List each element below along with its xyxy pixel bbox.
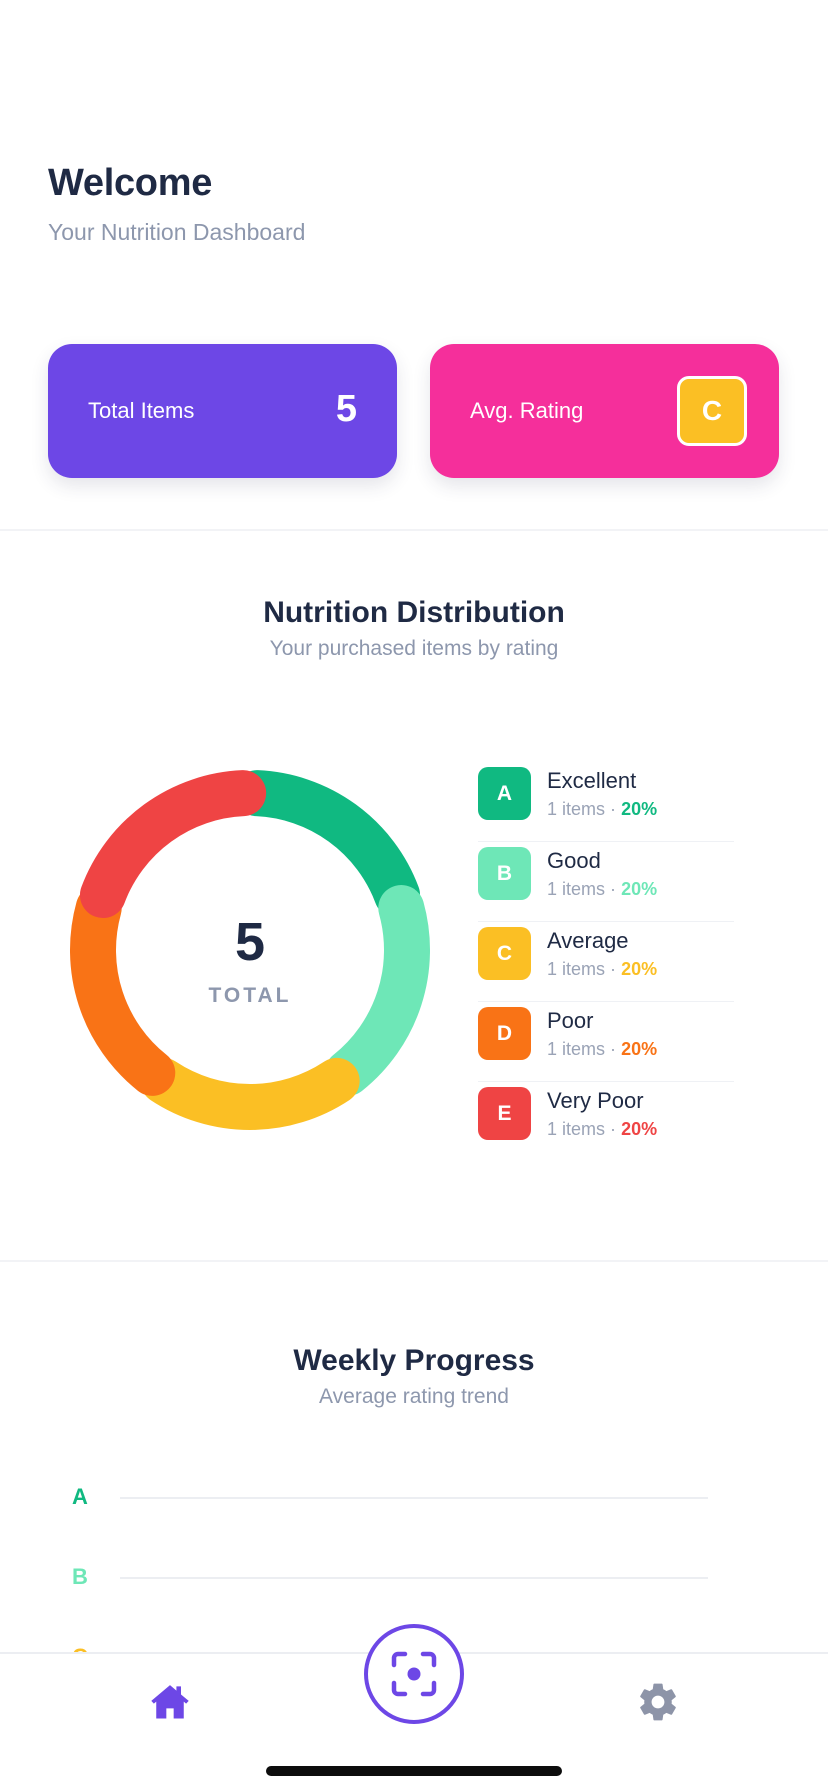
total-items-card[interactable]: Total Items 5 [48,344,397,478]
legend-name: Average [547,928,629,953]
avg-rating-card[interactable]: Avg. Rating C [430,344,779,478]
distribution-legend: A Excellent 1 items · 20% B Good 1 items · 20… [478,762,734,1162]
legend-separator: · [610,959,617,979]
legend-separator: · [610,799,617,819]
legend-percent: 20% [621,1039,658,1059]
legend-meta: 1 items · 20% [547,1039,657,1060]
page-subtitle: Your Nutrition Dashboard [48,219,306,245]
trend-row-b: B [0,1564,828,1604]
legend-meta: 1 items · 20% [547,799,657,820]
section-divider [0,1260,828,1262]
home-indicator [266,1766,562,1776]
legend-percent: 20% [621,1119,658,1139]
legend-count: 1 items [547,1119,606,1139]
legend-separator: · [610,879,617,899]
gear-icon[interactable] [636,1680,680,1724]
grade-badge: B [478,847,531,900]
legend-count: 1 items [547,799,606,819]
legend-count: 1 items [547,879,606,899]
trend-grade-label: A [72,1484,88,1509]
legend-meta: 1 items · 20% [547,1119,657,1140]
donut-segment-d [70,885,176,1096]
total-items-label: Total Items [88,398,195,423]
scan-icon [391,1651,437,1697]
weekly-title: Weekly Progress [293,1344,535,1377]
legend-item-a: A Excellent 1 items · 20% [478,762,734,842]
donut-center-label: TOTAL [208,984,291,1007]
legend-meta: 1 items · 20% [547,959,657,980]
scan-button[interactable] [364,1624,464,1724]
distribution-title: Nutrition Distribution [263,596,565,629]
trend-grade-label: B [72,1564,88,1589]
donut-segment-c [140,1057,360,1130]
grade-badge: D [478,1007,531,1060]
avg-rating-label: Avg. Rating [470,398,584,423]
legend-item-e: E Very Poor 1 items · 20% [478,1082,734,1162]
page-title: Welcome [48,162,213,204]
grade-badge: E [478,1087,531,1140]
legend-name: Poor [547,1008,594,1033]
legend-percent: 20% [621,799,658,819]
legend-separator: · [610,1039,617,1059]
trend-gridline [120,1497,708,1499]
legend-name: Excellent [547,768,637,793]
donut-center-value: 5 [235,912,265,972]
legend-percent: 20% [621,879,658,899]
avg-rating-badge: C [677,376,747,446]
legend-count: 1 items [547,1039,606,1059]
legend-meta: 1 items · 20% [547,879,657,900]
section-divider [0,529,828,531]
distribution-subtitle: Your purchased items by rating [269,637,559,660]
donut-segment-e [79,770,267,919]
home-icon[interactable] [148,1680,192,1724]
legend-item-c: C Average 1 items · 20% [478,922,734,1002]
legend-item-b: B Good 1 items · 20% [478,842,734,922]
legend-name: Very Poor [547,1088,644,1113]
weekly-subtitle: Average rating trend [319,1385,509,1408]
grade-badge: A [478,767,531,820]
legend-percent: 20% [621,959,658,979]
donut-segment-b [324,885,430,1096]
donut-segment-a [233,770,421,919]
total-items-value: 5 [335,388,357,430]
trend-row-a: A [0,1484,828,1524]
legend-name: Good [547,848,601,873]
nutrition-donut-chart: 5 TOTAL [70,770,430,1130]
trend-gridline [120,1577,708,1579]
header: Welcome Your Nutrition Dashboard [48,162,305,246]
legend-count: 1 items [547,959,606,979]
legend-separator: · [610,1119,617,1139]
grade-badge: C [478,927,531,980]
legend-item-d: D Poor 1 items · 20% [478,1002,734,1082]
